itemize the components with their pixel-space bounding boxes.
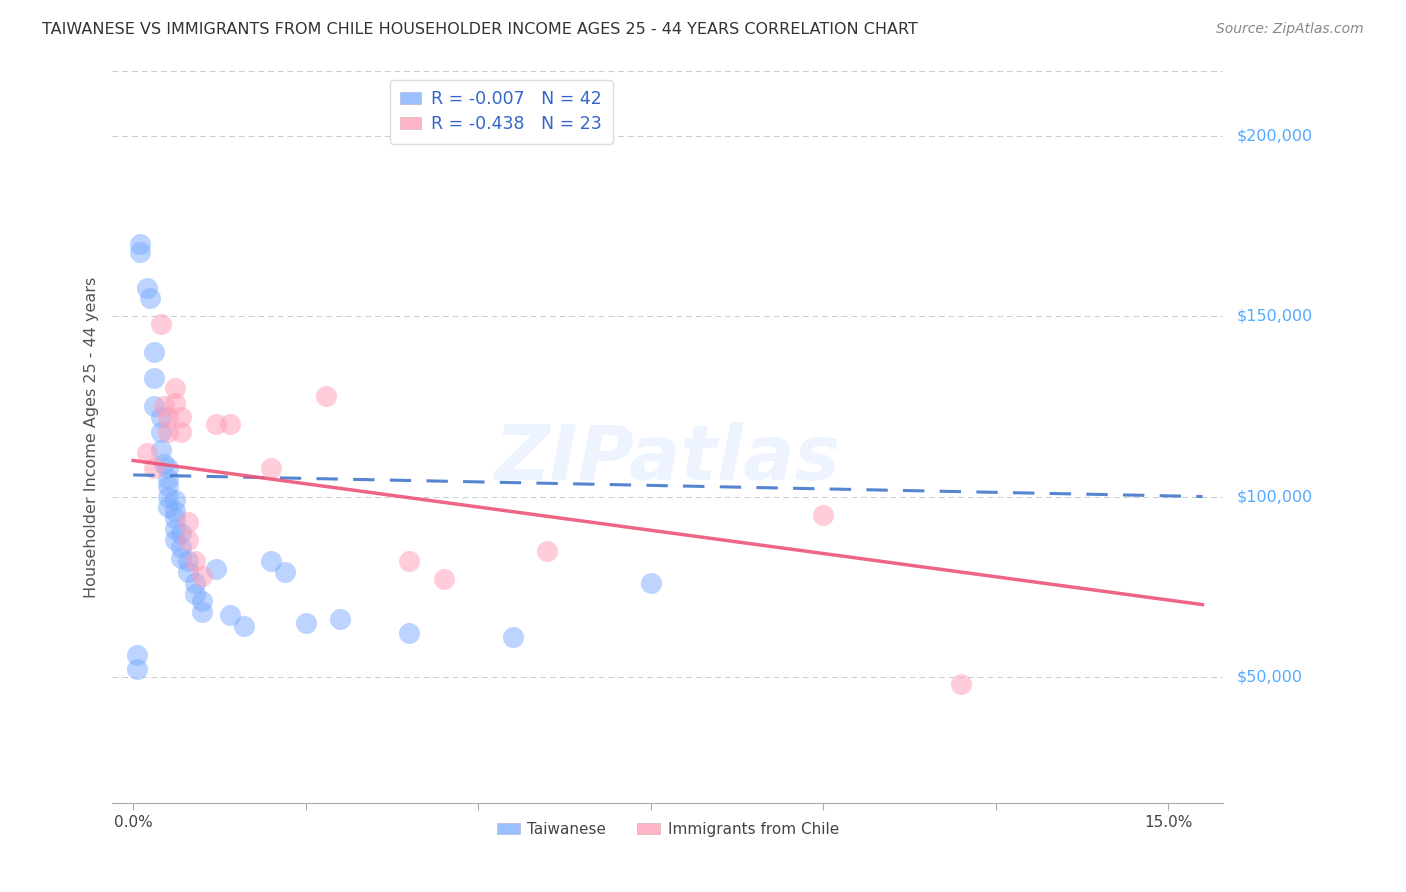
Point: [274, 565, 297, 579]
Point: [502, 630, 524, 644]
Point: [398, 554, 420, 568]
Point: [232, 619, 254, 633]
Text: TAIWANESE VS IMMIGRANTS FROM CHILE HOUSEHOLDER INCOME AGES 25 - 44 YEARS CORRELA: TAIWANESE VS IMMIGRANTS FROM CHILE HOUSE…: [42, 22, 918, 37]
Point: [191, 594, 214, 608]
Legend: Taiwanese, Immigrants from Chile: Taiwanese, Immigrants from Chile: [491, 815, 845, 843]
Point: [177, 554, 200, 568]
Point: [191, 569, 214, 583]
Point: [136, 446, 159, 460]
Point: [329, 612, 352, 626]
Point: [170, 410, 193, 425]
Point: [136, 280, 159, 294]
Y-axis label: Householder Income Ages 25 - 44 years: Householder Income Ages 25 - 44 years: [83, 277, 98, 598]
Point: [142, 460, 165, 475]
Point: [191, 605, 214, 619]
Point: [177, 565, 200, 579]
Point: [139, 291, 162, 305]
Point: [156, 471, 179, 485]
Point: [315, 389, 337, 403]
Point: [811, 508, 834, 522]
Point: [260, 460, 283, 475]
Text: $150,000: $150,000: [1237, 309, 1313, 324]
Point: [640, 576, 662, 591]
Point: [294, 615, 316, 630]
Text: ZIPatlas: ZIPatlas: [495, 422, 841, 496]
Point: [170, 550, 193, 565]
Point: [536, 543, 558, 558]
Point: [142, 345, 165, 359]
Point: [184, 576, 207, 591]
Point: [149, 410, 172, 425]
Point: [156, 479, 179, 493]
Point: [260, 554, 283, 568]
Point: [129, 244, 152, 259]
Point: [149, 317, 172, 331]
Point: [163, 396, 186, 410]
Point: [433, 573, 456, 587]
Point: [205, 561, 228, 575]
Text: $50,000: $50,000: [1237, 669, 1303, 684]
Point: [163, 381, 186, 395]
Text: $200,000: $200,000: [1237, 128, 1313, 144]
Point: [205, 417, 228, 432]
Point: [142, 370, 165, 384]
Point: [156, 490, 179, 504]
Point: [149, 442, 172, 457]
Point: [156, 425, 179, 439]
Point: [170, 540, 193, 554]
Point: [149, 425, 172, 439]
Point: [163, 504, 186, 518]
Point: [125, 663, 148, 677]
Point: [156, 410, 179, 425]
Point: [156, 500, 179, 515]
Point: [184, 587, 207, 601]
Point: [156, 460, 179, 475]
Point: [163, 511, 186, 525]
Point: [218, 608, 240, 623]
Text: $100,000: $100,000: [1237, 489, 1313, 504]
Point: [142, 400, 165, 414]
Point: [163, 493, 186, 508]
Point: [163, 522, 186, 536]
Point: [153, 457, 176, 471]
Point: [170, 525, 193, 540]
Point: [184, 554, 207, 568]
Point: [153, 400, 176, 414]
Point: [125, 648, 148, 662]
Point: [218, 417, 240, 432]
Point: [177, 515, 200, 529]
Text: Source: ZipAtlas.com: Source: ZipAtlas.com: [1216, 22, 1364, 37]
Point: [170, 425, 193, 439]
Point: [177, 533, 200, 547]
Point: [163, 533, 186, 547]
Point: [950, 677, 973, 691]
Point: [129, 237, 152, 252]
Point: [398, 626, 420, 640]
